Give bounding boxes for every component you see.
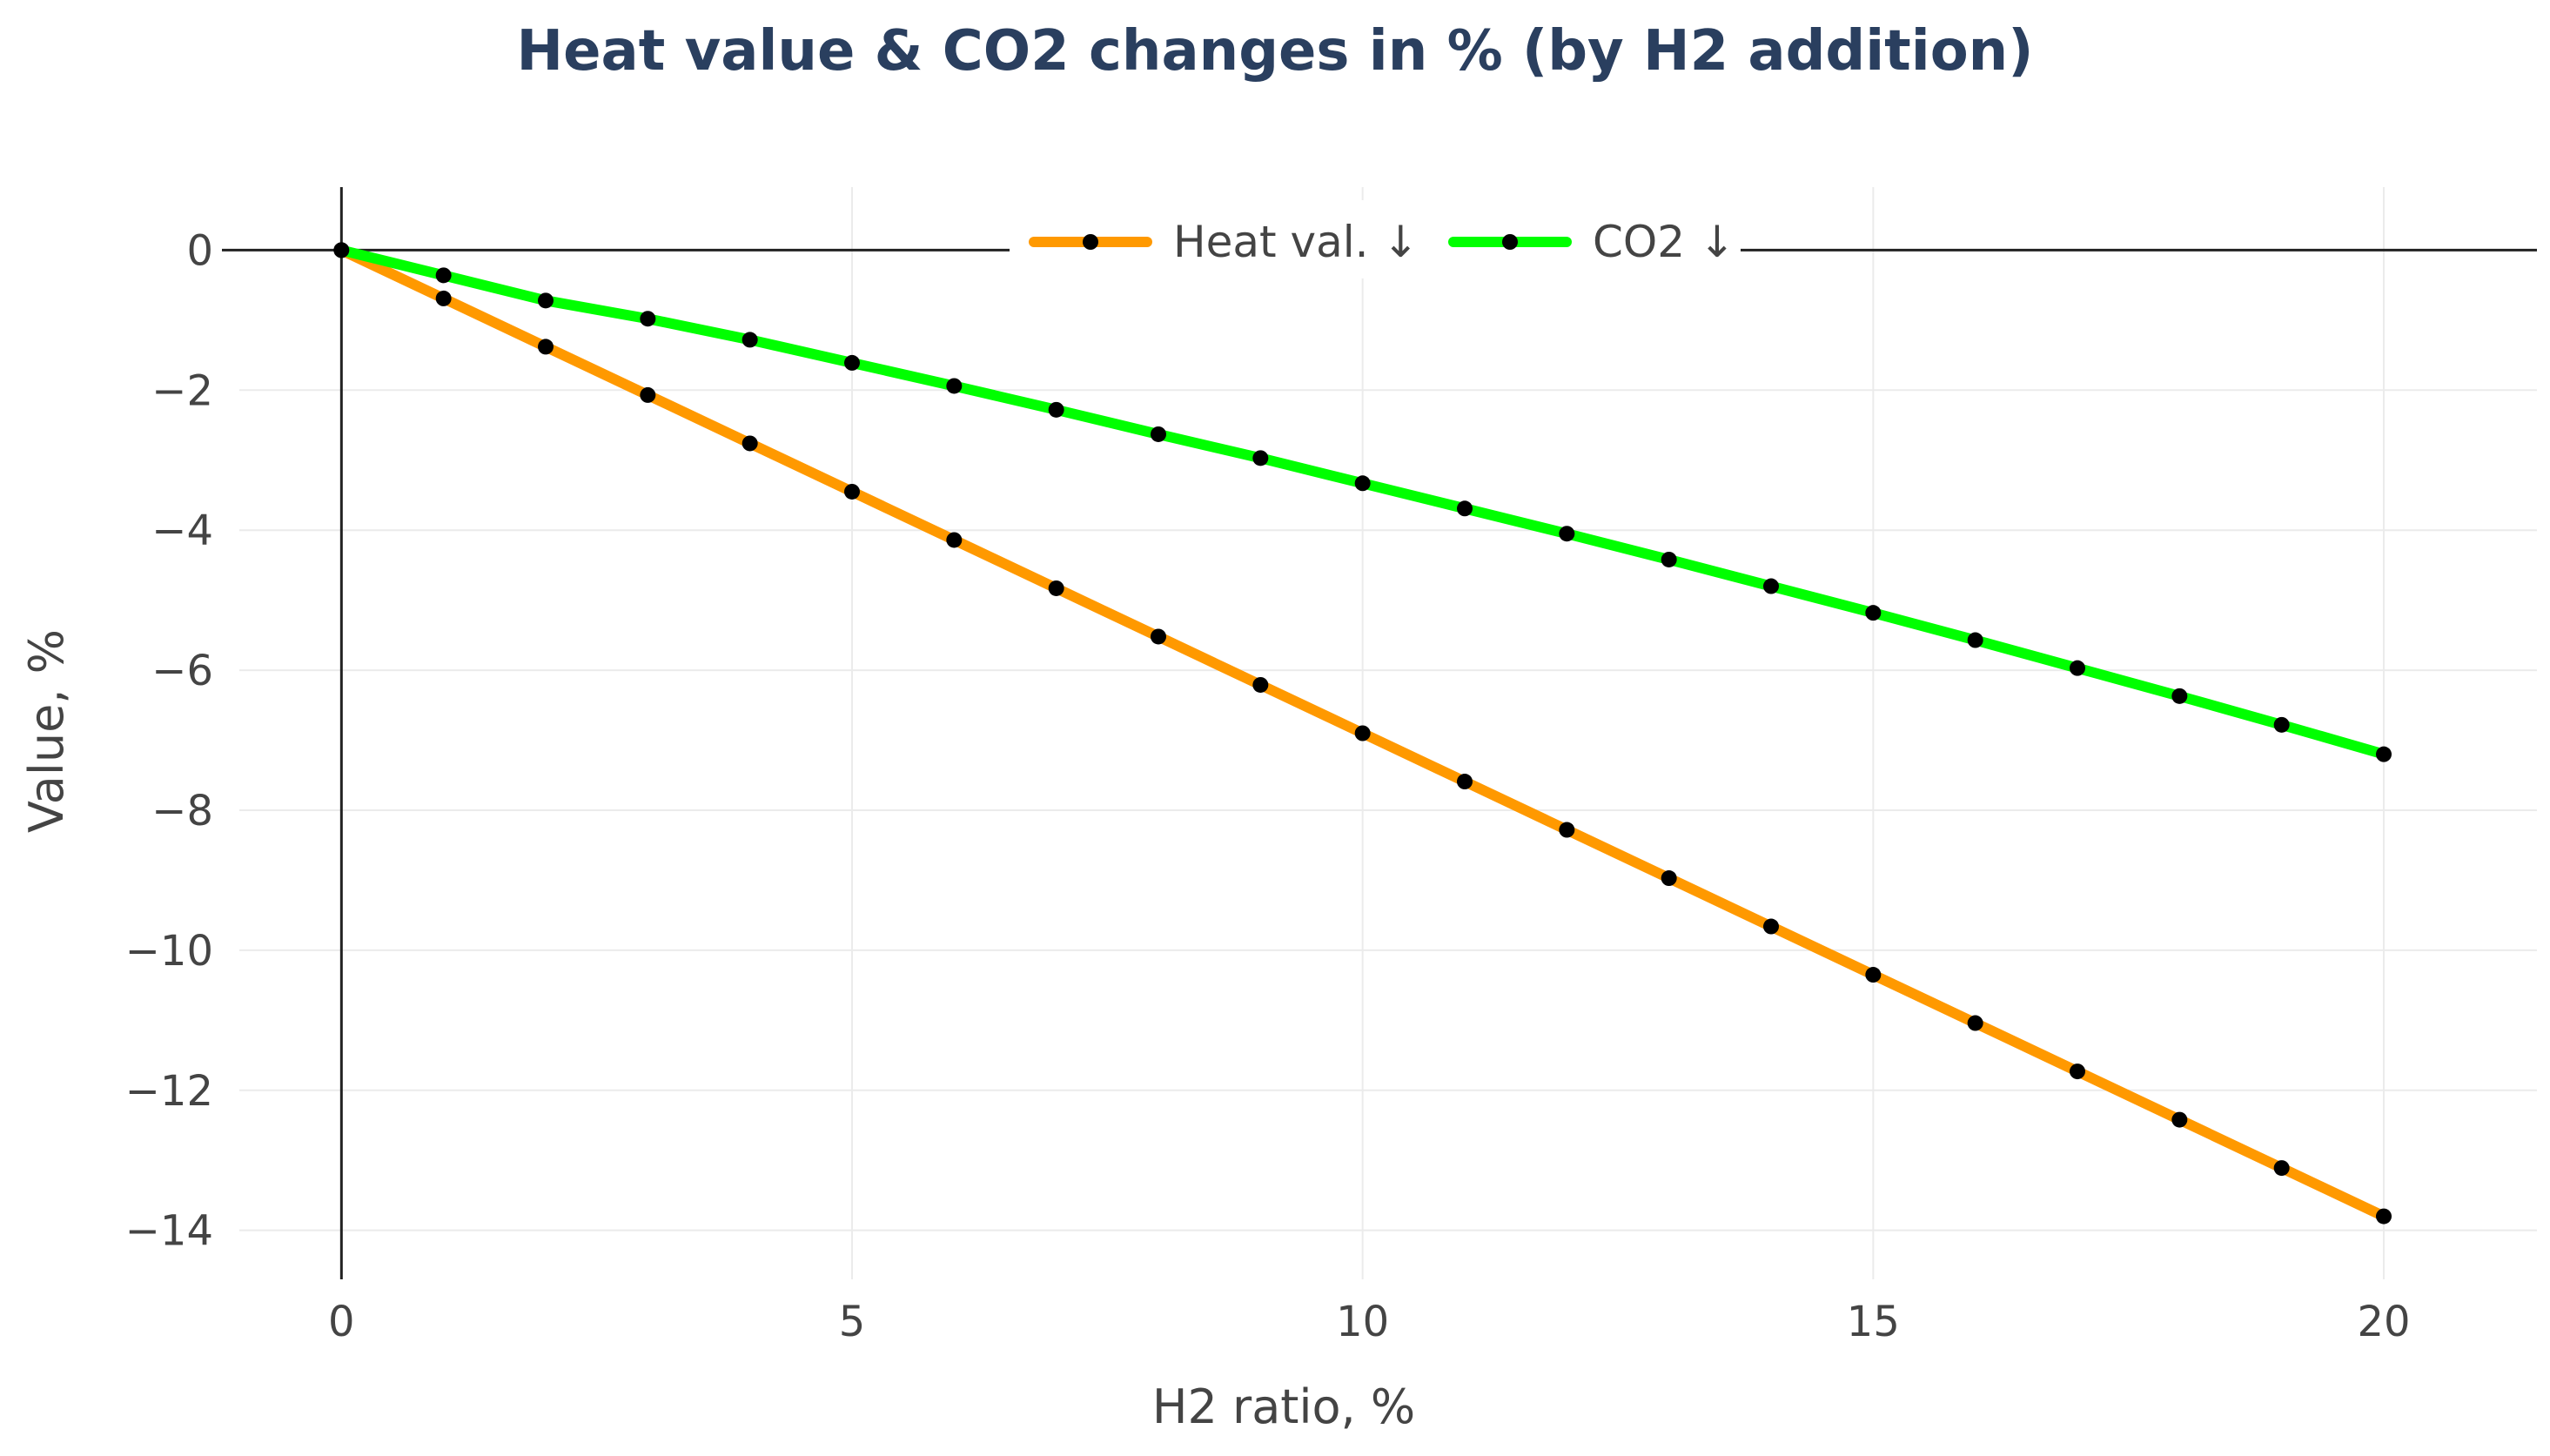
x-tick-label: 15 bbox=[1847, 1298, 1900, 1346]
data-point[interactable] bbox=[742, 435, 758, 452]
data-point[interactable] bbox=[1354, 725, 1371, 741]
data-point[interactable] bbox=[1865, 967, 1882, 983]
y-axis-title: Value, % bbox=[19, 629, 74, 833]
data-point[interactable] bbox=[2376, 1208, 2392, 1225]
series-layer bbox=[333, 242, 2392, 1225]
data-point[interactable] bbox=[640, 386, 656, 403]
legend-marker bbox=[1083, 234, 1098, 250]
data-point[interactable] bbox=[1865, 605, 1882, 621]
legend-label: Heat val. ↓ bbox=[1173, 217, 1419, 267]
data-point[interactable] bbox=[1048, 580, 1064, 596]
data-point[interactable] bbox=[1763, 578, 1779, 594]
data-point[interactable] bbox=[2273, 716, 2290, 733]
data-point[interactable] bbox=[1252, 676, 1269, 693]
data-point[interactable] bbox=[1354, 475, 1371, 492]
data-point[interactable] bbox=[1967, 1015, 1983, 1031]
legend[interactable]: Heat val. ↓ CO2 ↓ bbox=[1010, 200, 1741, 278]
x-tick-label: 0 bbox=[328, 1298, 355, 1346]
data-point[interactable] bbox=[2376, 746, 2392, 762]
data-point[interactable] bbox=[844, 354, 860, 371]
data-point[interactable] bbox=[1661, 551, 1677, 567]
data-point[interactable] bbox=[435, 267, 452, 284]
data-point[interactable] bbox=[1559, 822, 1575, 838]
y-tick-label: −4 bbox=[151, 507, 213, 555]
zero-lines bbox=[222, 187, 2537, 1279]
data-point[interactable] bbox=[1763, 918, 1779, 935]
data-point[interactable] bbox=[1559, 526, 1575, 542]
data-point[interactable] bbox=[946, 532, 963, 548]
legend-item[interactable]: Heat val. ↓ bbox=[1029, 217, 1419, 267]
y-tick-label: −8 bbox=[151, 787, 213, 835]
data-point[interactable] bbox=[946, 378, 963, 394]
x-tick-label: 20 bbox=[2357, 1298, 2410, 1346]
data-point[interactable] bbox=[640, 311, 656, 327]
data-point[interactable] bbox=[2171, 688, 2188, 704]
data-point[interactable] bbox=[538, 292, 554, 309]
data-point[interactable] bbox=[435, 290, 452, 306]
data-point[interactable] bbox=[1661, 870, 1677, 887]
y-tick-label: −14 bbox=[125, 1207, 213, 1256]
series-heat-value bbox=[333, 242, 2392, 1225]
data-point[interactable] bbox=[742, 332, 758, 348]
series-co2 bbox=[333, 242, 2392, 762]
data-point[interactable] bbox=[1048, 401, 1064, 418]
data-point[interactable] bbox=[2070, 660, 2085, 676]
data-point[interactable] bbox=[2171, 1111, 2188, 1128]
data-point[interactable] bbox=[2070, 1063, 2085, 1080]
data-point[interactable] bbox=[538, 339, 554, 355]
chart-title: Heat value & CO2 changes in % (by H2 add… bbox=[517, 19, 2034, 84]
data-point[interactable] bbox=[1967, 632, 1983, 648]
y-tick-label: −6 bbox=[151, 647, 213, 695]
grid-layer bbox=[239, 187, 2537, 1279]
legend-marker bbox=[1502, 234, 1518, 250]
x-axis-title: H2 ratio, % bbox=[1152, 1379, 1415, 1434]
legend-label: CO2 ↓ bbox=[1593, 217, 1735, 267]
x-tick-label: 10 bbox=[1336, 1298, 1389, 1346]
y-tick-label: −12 bbox=[125, 1067, 213, 1116]
data-point[interactable] bbox=[1457, 500, 1473, 517]
data-point[interactable] bbox=[1151, 426, 1166, 442]
data-point[interactable] bbox=[844, 483, 860, 500]
data-point[interactable] bbox=[1457, 774, 1473, 790]
x-tick-label: 5 bbox=[839, 1298, 866, 1346]
y-tick-label: −2 bbox=[151, 366, 213, 415]
data-point[interactable] bbox=[1151, 628, 1166, 645]
y-tick-label: 0 bbox=[186, 226, 213, 275]
tick-labels: 0 5 10 15 20 0 −2 −4 −6 −8 −10 −12 −14 bbox=[125, 226, 2411, 1346]
y-tick-label: −10 bbox=[125, 927, 213, 976]
data-point[interactable] bbox=[333, 242, 350, 258]
legend-item[interactable]: CO2 ↓ bbox=[1448, 217, 1735, 267]
data-point[interactable] bbox=[1252, 450, 1269, 466]
data-point[interactable] bbox=[2273, 1160, 2290, 1177]
